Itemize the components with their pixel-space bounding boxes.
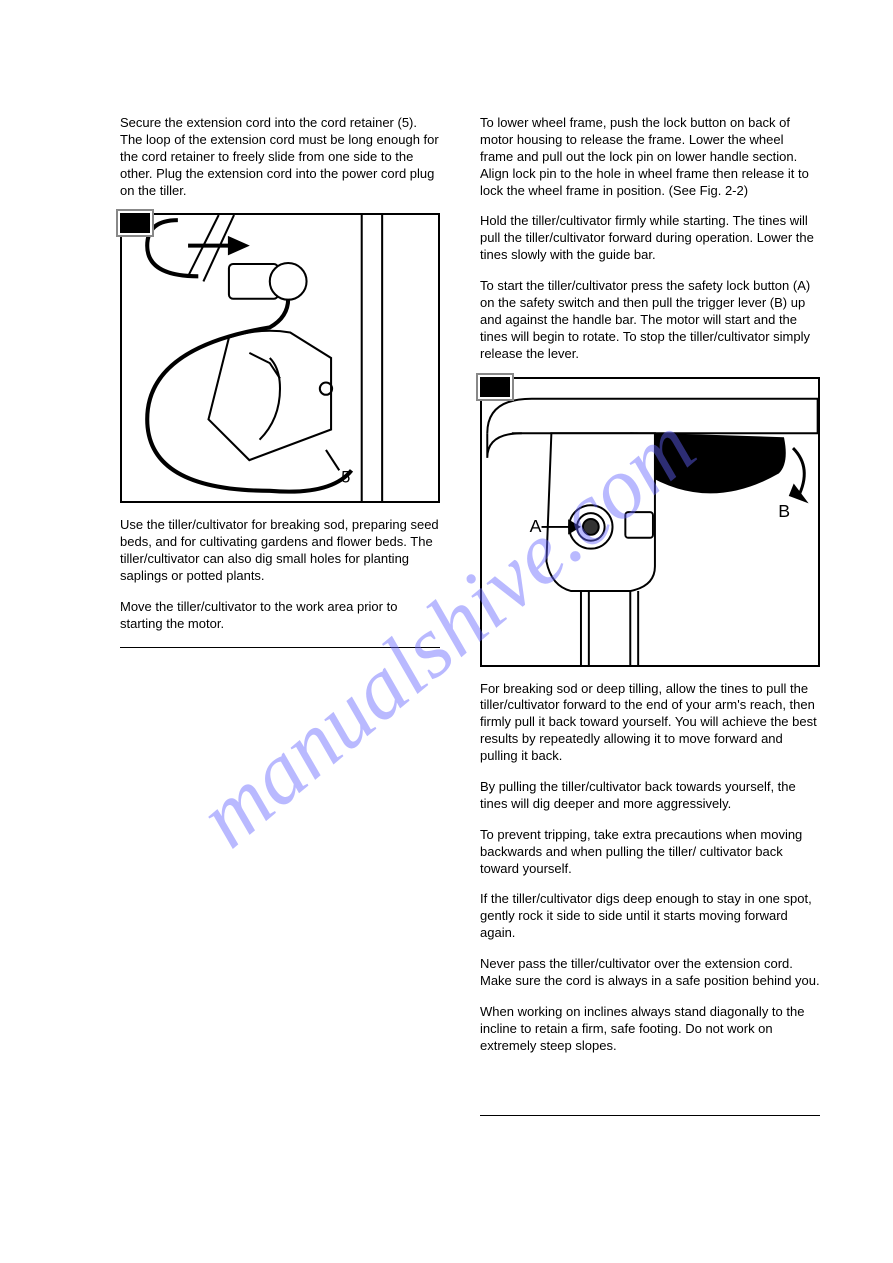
- manual-page: manualshive.com Secure the extension cor…: [0, 0, 893, 1263]
- right-paragraph-4: For breaking sod or deep tilling, allow …: [480, 681, 820, 765]
- figure-tag: [120, 213, 150, 233]
- cord-retainer-illustration: 5: [122, 215, 438, 501]
- figure-tag: [480, 377, 510, 397]
- figure-2-handle-switch: A B: [480, 377, 820, 667]
- right-paragraph-5: By pulling the tiller/cultivator back to…: [480, 779, 820, 813]
- right-column: To lower wheel frame, push the lock butt…: [480, 115, 820, 1116]
- left-paragraph-2: Use the tiller/cultivator for breaking s…: [120, 517, 440, 585]
- right-paragraph-9: When working on inclines always stand di…: [480, 1004, 820, 1055]
- right-paragraph-2: Hold the tiller/cultivator firmly while …: [480, 213, 820, 264]
- figure-tag-frame: [476, 373, 514, 401]
- left-column: Secure the extension cord into the cord …: [120, 115, 440, 1116]
- figure2-label-B: B: [778, 501, 790, 521]
- right-divider: [480, 1115, 820, 1116]
- handle-switch-illustration: A B: [482, 379, 818, 665]
- right-paragraph-8: Never pass the tiller/cultivator over th…: [480, 956, 820, 990]
- left-paragraph-3: Move the tiller/cultivator to the work a…: [120, 599, 440, 633]
- figure-tag-frame: [116, 209, 154, 237]
- right-paragraph-3: To start the tiller/cultivator press the…: [480, 278, 820, 362]
- right-paragraph-7: If the tiller/cultivator digs deep enoug…: [480, 891, 820, 942]
- figure2-label-A: A: [530, 515, 542, 535]
- left-paragraph-1: Secure the extension cord into the cord …: [120, 115, 440, 199]
- left-divider: [120, 647, 440, 648]
- right-paragraph-1: To lower wheel frame, push the lock butt…: [480, 115, 820, 199]
- right-paragraph-6: To prevent tripping, take extra precauti…: [480, 827, 820, 878]
- figure1-label-5: 5: [341, 469, 350, 487]
- figure-1-cord-retainer: 5: [120, 213, 440, 503]
- two-column-layout: Secure the extension cord into the cord …: [120, 115, 803, 1116]
